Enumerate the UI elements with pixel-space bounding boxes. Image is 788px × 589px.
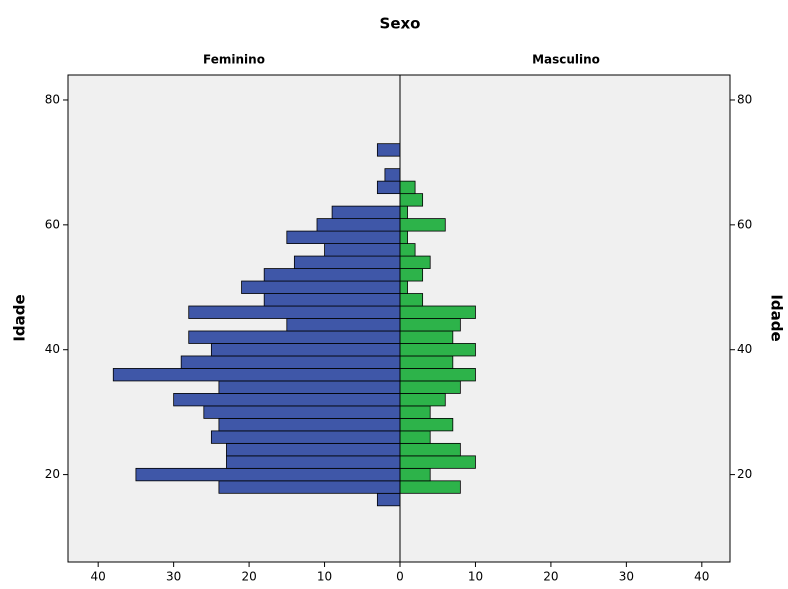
bar (399, 230, 408, 244)
bar (399, 293, 424, 307)
bar (399, 380, 461, 394)
bar (180, 355, 401, 369)
x-tick-label: 10 (468, 570, 483, 584)
bar (135, 467, 401, 482)
bar (384, 168, 401, 182)
bar (376, 143, 401, 157)
bar (226, 455, 401, 469)
bar (399, 343, 476, 357)
y-axis-label: Idade (11, 294, 29, 341)
bar (399, 455, 476, 469)
bar (399, 417, 454, 432)
bar (399, 180, 416, 195)
bar (399, 280, 408, 294)
bar (399, 330, 454, 344)
bar (399, 268, 424, 282)
bar (218, 480, 401, 494)
bar (218, 417, 401, 432)
y-tick-label: 20 (737, 467, 752, 481)
y-tick-label: 80 (45, 92, 60, 106)
bar (399, 442, 461, 457)
bar (399, 255, 431, 269)
bar (399, 243, 416, 257)
bar (112, 368, 401, 382)
x-tick-label: 0 (396, 570, 404, 584)
bar (399, 218, 446, 232)
x-tick-label: 40 (91, 570, 106, 584)
y-tick-label: 60 (45, 217, 60, 231)
bar (399, 355, 454, 369)
bar (263, 268, 401, 282)
bar (376, 180, 401, 195)
bar (399, 405, 431, 419)
bar (241, 280, 401, 294)
x-tick-label: 30 (166, 570, 181, 584)
bar (399, 205, 408, 220)
bar (399, 305, 476, 319)
y-tick-label: 80 (737, 92, 752, 106)
bar (316, 218, 401, 232)
bar (331, 205, 401, 220)
y-tick-label: 60 (737, 217, 752, 231)
bar (324, 243, 401, 257)
bar (188, 330, 401, 344)
bar (376, 492, 401, 507)
bar (173, 393, 401, 407)
bar (226, 442, 401, 457)
bar (399, 193, 424, 207)
bar (293, 255, 401, 269)
y-tick-label: 40 (737, 342, 752, 356)
bar (399, 430, 431, 444)
bar (399, 318, 461, 332)
x-tick-label: 20 (241, 570, 256, 584)
bar (399, 368, 476, 382)
x-tick-label: 10 (317, 570, 332, 584)
x-tick-label: 20 (543, 570, 558, 584)
bar (399, 480, 461, 494)
series-label: Feminino (203, 53, 265, 67)
bar (286, 318, 401, 332)
bar (210, 343, 401, 357)
bar (399, 393, 446, 407)
x-tick-label: 30 (619, 570, 634, 584)
chart-title: Sexo (380, 15, 421, 33)
y-tick-label: 20 (45, 467, 60, 481)
bar (399, 467, 431, 482)
bar (210, 430, 401, 444)
bar (263, 293, 401, 307)
y-axis-label: Idade (768, 294, 786, 341)
bar (203, 405, 401, 419)
x-tick-label: 40 (694, 570, 709, 584)
bar (218, 380, 401, 394)
bar (286, 230, 401, 244)
y-tick-label: 40 (45, 342, 60, 356)
series-label: Masculino (532, 53, 600, 67)
bar (188, 305, 401, 319)
